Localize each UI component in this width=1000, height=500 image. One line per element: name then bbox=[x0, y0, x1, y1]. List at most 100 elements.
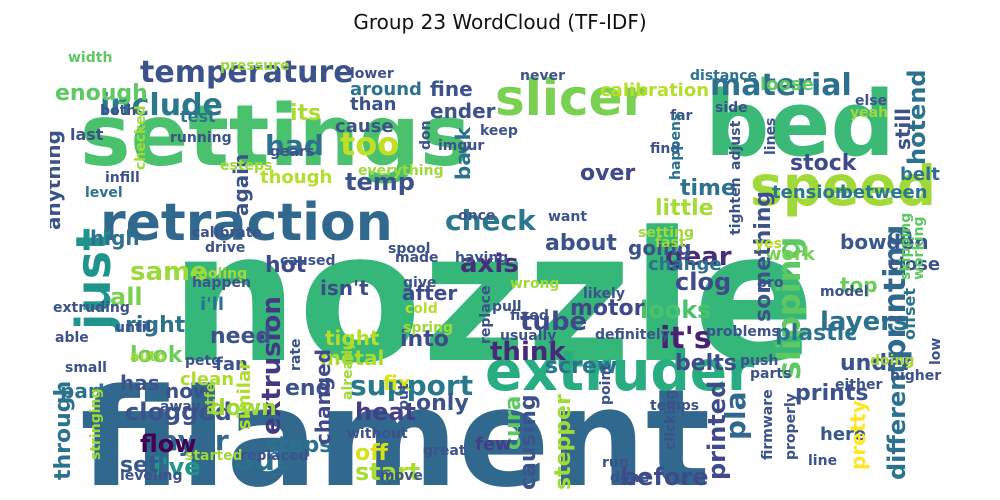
cloud-word-fine: fine bbox=[430, 77, 473, 101]
cloud-word-either: either bbox=[835, 377, 882, 393]
cloud-word-now: now bbox=[165, 379, 211, 403]
cloud-word-definitely: definitely bbox=[595, 327, 670, 343]
cloud-word-isnt: isn't bbox=[320, 276, 369, 300]
cloud-word-started: started bbox=[185, 448, 243, 464]
cloud-word-caused: caused bbox=[280, 253, 336, 269]
cloud-word-axis: axis bbox=[460, 249, 519, 279]
cloud-word-parts: parts bbox=[750, 366, 791, 382]
cloud-word-change: change bbox=[648, 254, 722, 275]
cloud-word-though: though bbox=[260, 167, 332, 188]
cloud-word-bed: bed bbox=[705, 72, 895, 177]
cloud-word-metal: metal bbox=[320, 346, 384, 370]
cloud-word-away: away bbox=[160, 399, 201, 415]
cloud-word-ptfe: ptfe bbox=[203, 383, 219, 415]
cloud-word-top: top bbox=[840, 273, 878, 297]
cloud-word-about: about bbox=[545, 231, 617, 256]
cloud-word-working: working bbox=[911, 216, 927, 280]
cloud-word-bit: bit bbox=[360, 489, 394, 490]
cloud-word-include: include bbox=[100, 88, 223, 123]
cloud-word-put: put bbox=[396, 383, 412, 410]
cloud-word-already: already bbox=[340, 341, 356, 400]
cloud-word-off: off bbox=[355, 441, 389, 466]
cloud-word-set: set bbox=[120, 453, 159, 478]
cloud-word-cooling: cooling bbox=[190, 266, 247, 282]
cloud-word-right: right bbox=[125, 313, 186, 338]
cloud-word-enough: enough bbox=[55, 81, 148, 106]
cloud-word-close: close bbox=[888, 254, 940, 275]
cloud-word-ill: i'll bbox=[200, 294, 224, 315]
cloud-word-filament: filament bbox=[80, 360, 710, 490]
cloud-word-support: support bbox=[350, 369, 473, 402]
cloud-word-out: out bbox=[233, 443, 289, 478]
cloud-word-drive: drive bbox=[205, 240, 245, 256]
cloud-word-happens: happens bbox=[668, 113, 684, 180]
cloud-word-has: has bbox=[120, 371, 160, 395]
cloud-word-calibrate: calibrate bbox=[192, 225, 262, 241]
cloud-word-clicking: clicking bbox=[663, 390, 679, 450]
cloud-word-high: high bbox=[90, 226, 140, 250]
cloud-word-keep: keep bbox=[480, 123, 518, 139]
cloud-word-temps: temps bbox=[650, 398, 699, 414]
cloud-word-temperature: temperature bbox=[140, 55, 354, 90]
cloud-word-cause: cause bbox=[335, 116, 394, 137]
cloud-word-screw: screw bbox=[545, 354, 617, 379]
cloud-word-too: too bbox=[340, 125, 399, 163]
cloud-word-usually: usually bbox=[500, 328, 556, 344]
cloud-word-offset: offset bbox=[900, 288, 919, 340]
cloud-word-part: part bbox=[60, 379, 108, 403]
cloud-word-tight: tight bbox=[325, 326, 380, 350]
cloud-word-move: move bbox=[380, 468, 423, 484]
cloud-word-likely: likely bbox=[583, 286, 625, 302]
cloud-word-nozzle: nozzle bbox=[170, 194, 815, 403]
cloud-word-spool: spool bbox=[388, 241, 430, 257]
cloud-word-adjust: adjust bbox=[728, 120, 744, 170]
cloud-word-similar: similar bbox=[234, 361, 255, 430]
cloud-word-ender: ender bbox=[430, 99, 496, 123]
cloud-word-pressure: pressure bbox=[220, 58, 289, 74]
cloud-word-checked: checked bbox=[133, 105, 149, 170]
cloud-word-stepper: stepper bbox=[551, 394, 576, 490]
cloud-word-extruder: extruder bbox=[485, 339, 754, 403]
cloud-word-replaced: replaced bbox=[240, 448, 308, 464]
cloud-word-infill: infill bbox=[105, 170, 140, 186]
cloud-word-tension: tension bbox=[772, 182, 848, 203]
cloud-word-fix: fix bbox=[383, 371, 411, 395]
cloud-word-until: until bbox=[115, 320, 151, 336]
cloud-word-push: push bbox=[740, 353, 778, 369]
cloud-word-back: back bbox=[451, 126, 475, 180]
cloud-word-leveling: leveling bbox=[120, 468, 183, 484]
cloud-word-low: low bbox=[928, 338, 944, 365]
cloud-word-settings: settings bbox=[80, 87, 471, 186]
cloud-word-everything: everything bbox=[358, 163, 444, 179]
cloud-word-find: find bbox=[650, 141, 680, 157]
cloud-word-side: side bbox=[715, 100, 748, 116]
cloud-word-prints: prints bbox=[795, 381, 868, 406]
cloud-word-want: want bbox=[548, 209, 587, 225]
cloud-word-time: time bbox=[680, 176, 736, 201]
cloud-word-looks: looks bbox=[640, 296, 711, 324]
cloud-word-work: work bbox=[765, 244, 816, 265]
cloud-word-under: under bbox=[840, 351, 913, 376]
cloud-word-higher: higher bbox=[890, 368, 941, 384]
cloud-word-spring: spring bbox=[403, 320, 453, 336]
cloud-word-its: its bbox=[290, 101, 321, 126]
cloud-word-changed: changed bbox=[311, 349, 335, 445]
cloud-word-esteps: esteps bbox=[220, 158, 272, 174]
cloud-word-heat: heat bbox=[355, 398, 416, 426]
cloud-word-extrusion: extrusion bbox=[257, 296, 287, 435]
cloud-word-both: both bbox=[100, 103, 136, 119]
cloud-word-temp: temp bbox=[345, 168, 415, 196]
cloud-word-belt: belt bbox=[900, 164, 940, 185]
cloud-word-happen: happen bbox=[192, 275, 251, 291]
cloud-word-able: able bbox=[55, 330, 89, 346]
cloud-word-something: something bbox=[751, 191, 776, 322]
cloud-word-slicer: slicer bbox=[495, 69, 648, 127]
cloud-word-skipping: skipping bbox=[898, 213, 914, 280]
cloud-word-fixed: fixed bbox=[510, 308, 549, 324]
cloud-word-doing: doing bbox=[870, 353, 914, 369]
cloud-word-great: great bbox=[423, 443, 466, 459]
cloud-word-wrong: wrong bbox=[510, 276, 559, 292]
cloud-word-else: else bbox=[855, 93, 887, 109]
cloud-word-never: never bbox=[520, 68, 565, 84]
cloud-word-pro: pro bbox=[757, 275, 784, 291]
